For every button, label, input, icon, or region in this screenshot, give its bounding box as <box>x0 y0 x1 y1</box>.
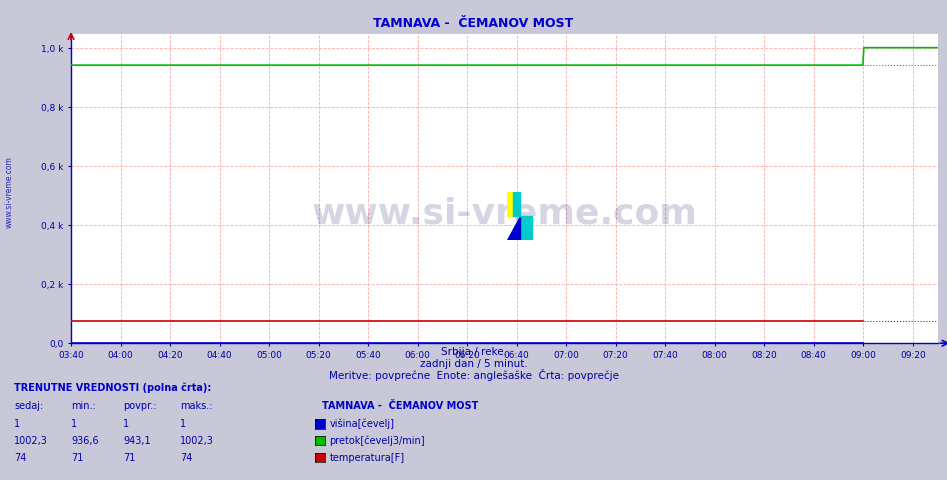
Text: www.si-vreme.com: www.si-vreme.com <box>5 156 14 228</box>
Bar <box>507 192 520 216</box>
Text: 74: 74 <box>14 453 27 463</box>
Text: Srbija / reke.: Srbija / reke. <box>440 347 507 357</box>
Text: 1: 1 <box>180 419 186 429</box>
Text: povpr.:: povpr.: <box>123 401 156 411</box>
Text: 1002,3: 1002,3 <box>180 436 214 446</box>
Text: sedaj:: sedaj: <box>14 401 44 411</box>
Text: TAMNAVA -  ČEMANOV MOST: TAMNAVA - ČEMANOV MOST <box>373 17 574 30</box>
Text: 943,1: 943,1 <box>123 436 151 446</box>
Text: zadnji dan / 5 minut.: zadnji dan / 5 minut. <box>420 359 527 369</box>
Text: www.si-vreme.com: www.si-vreme.com <box>312 196 697 230</box>
Polygon shape <box>513 192 520 216</box>
Text: 1: 1 <box>123 419 129 429</box>
Text: TRENUTNE VREDNOSTI (polna črta):: TRENUTNE VREDNOSTI (polna črta): <box>14 383 211 393</box>
Text: 936,6: 936,6 <box>71 436 98 446</box>
Text: višina[čevelj]: višina[čevelj] <box>330 419 395 429</box>
Text: Meritve: povprečne  Enote: anglešaške  Črta: povprečje: Meritve: povprečne Enote: anglešaške Črt… <box>329 369 618 381</box>
Text: 71: 71 <box>71 453 83 463</box>
Text: maks.:: maks.: <box>180 401 212 411</box>
Text: TAMNAVA -  ČEMANOV MOST: TAMNAVA - ČEMANOV MOST <box>322 401 478 411</box>
Text: min.:: min.: <box>71 401 96 411</box>
Bar <box>520 216 533 240</box>
Text: pretok[čevelj3/min]: pretok[čevelj3/min] <box>330 435 425 446</box>
Text: 74: 74 <box>180 453 192 463</box>
Text: 1002,3: 1002,3 <box>14 436 48 446</box>
Text: 71: 71 <box>123 453 135 463</box>
Text: temperatura[F]: temperatura[F] <box>330 453 404 463</box>
Text: 1: 1 <box>71 419 77 429</box>
Polygon shape <box>507 216 520 240</box>
Text: 1: 1 <box>14 419 20 429</box>
